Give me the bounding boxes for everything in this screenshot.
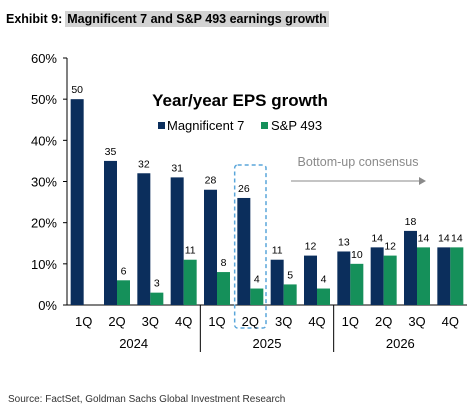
bar-magnificent-7 [370,247,384,305]
data-label-magnificent-7: 14 [371,232,383,244]
bar-magnificent-7 [404,230,417,305]
x-tick-label: 1Q [208,314,225,329]
exhibit-label: Exhibit 9: [6,12,63,26]
source-note: Source: FactSet, Goldman Sachs Global In… [8,394,286,405]
y-tick-label: 10% [31,257,57,272]
bar-sp-493 [217,272,230,305]
bar-magnificent-7 [437,247,451,305]
x-tick-label: 3Q [275,314,292,329]
year-label: 2024 [119,336,148,351]
data-label-magnificent-7: 13 [338,236,350,248]
x-tick-label: 3Q [408,314,425,329]
x-tick-label: 4Q [442,314,459,329]
bar-magnificent-7 [270,259,284,305]
data-label-magnificent-7: 28 [205,175,217,187]
legend-swatch [158,122,165,129]
exhibit-title: Magnificent 7 and S&P 493 earnings growt… [65,11,329,27]
data-label-sp-493: 11 [185,245,196,257]
x-tick-label: 2Q [375,314,392,329]
exhibit-header: Exhibit 9: Magnificent 7 and S&P 493 ear… [6,9,329,29]
data-label-sp-493: 14 [451,232,463,244]
bar-magnificent-7 [237,197,251,305]
highlight-box [233,164,267,329]
bar-sp-493 [283,284,297,305]
data-label-magnificent-7: 31 [171,162,183,174]
data-label-magnificent-7: 50 [71,84,83,96]
y-tick-label: 40% [31,133,57,148]
year-label: 2026 [386,336,415,351]
data-label-magnificent-7: 18 [405,216,417,228]
legend-swatch [261,122,268,129]
annotation-arrow-head [419,177,426,185]
data-label-magnificent-7: 12 [305,241,317,253]
bar-sp-493 [450,247,464,305]
bar-magnificent-7 [104,160,117,305]
data-label-magnificent-7: 35 [105,146,117,158]
data-label-sp-493: 10 [351,249,363,261]
bar-magnificent-7 [337,251,351,305]
data-label-sp-493: 4 [321,274,327,286]
bar-sp-493 [350,263,364,305]
x-tick-label: 1Q [342,314,359,329]
bar-sp-493 [383,255,397,305]
x-tick-label: 4Q [175,314,192,329]
data-label-sp-493: 12 [384,241,396,253]
bar-sp-493 [117,280,130,305]
data-label-magnificent-7: 26 [238,183,250,195]
legend-label: S&P 493 [271,118,322,133]
bar-magnificent-7 [170,177,184,305]
bar-magnificent-7 [137,173,151,305]
y-tick-label: 20% [31,216,57,231]
x-tick-label: 1Q [75,314,92,329]
data-label-magnificent-7: 14 [438,232,450,244]
year-label: 2025 [253,336,282,351]
bar-magnificent-7 [70,99,84,306]
bar-magnificent-7 [304,255,317,305]
data-label-sp-493: 14 [418,232,430,244]
data-label-sp-493: 3 [154,278,160,290]
data-label-sp-493: 4 [254,274,260,286]
y-tick-label: 50% [31,92,57,107]
bar-sp-493 [417,247,430,305]
y-tick-label: 30% [31,175,57,190]
x-tick-label: 2Q [108,314,125,329]
data-label-sp-493: 8 [221,257,227,269]
bar-sp-493 [150,292,164,305]
x-tick-label: 4Q [308,314,325,329]
x-tick-label: 2Q [242,314,259,329]
bar-sp-493 [183,259,197,305]
x-tick-label: 3Q [142,314,159,329]
data-label-sp-493: 6 [121,265,127,277]
data-label-magnificent-7: 11 [272,245,283,257]
legend-label: Magnificent 7 [167,118,244,133]
y-tick-label: 0% [38,298,57,313]
bar-magnificent-7 [204,189,217,305]
annotation-bottom-up-consensus: Bottom-up consensus [298,155,419,169]
chart-title: Year/year EPS growth [152,91,328,110]
data-label-sp-493: 5 [287,269,293,281]
y-tick-label: 60% [31,51,57,66]
bar-sp-493 [250,288,264,305]
data-label-magnificent-7: 32 [138,158,150,170]
bar-sp-493 [317,288,330,305]
